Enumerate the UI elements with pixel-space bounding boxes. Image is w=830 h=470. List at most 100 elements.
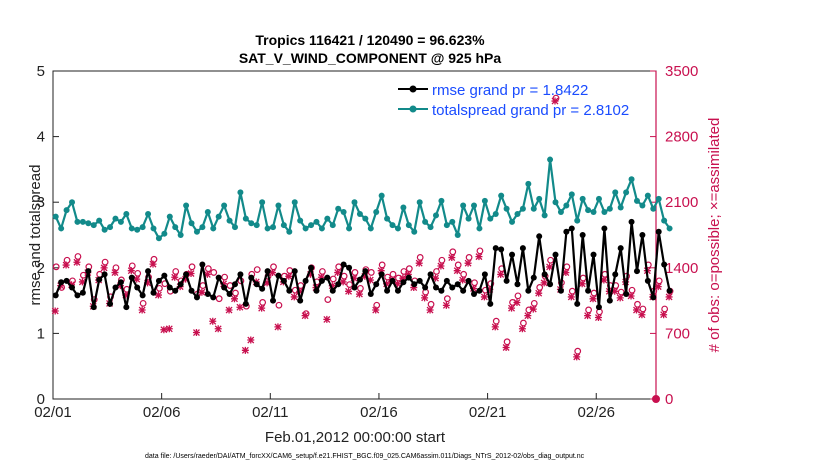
rmse-point [443,277,450,284]
totalspread-point [525,180,532,187]
obs-possible-marker [661,305,669,313]
rmse-point [541,271,548,278]
rmse-point [79,289,86,296]
obs-assimilated-marker [111,269,119,277]
totalspread-point [568,191,575,198]
rmse-point [253,281,260,288]
rmse-point [308,264,315,271]
totalspread-point [536,195,543,202]
obs-assimilated-marker [518,325,526,333]
rmse-point [465,277,472,284]
rmse-point [373,281,380,288]
obs-assimilated-marker [393,280,401,288]
obs-assimilated-marker [383,280,391,288]
obs-possible-marker [530,299,538,307]
rmse-point [210,294,217,301]
obs-possible-marker [52,263,60,271]
rmse-point [411,281,418,288]
x-tick-label: 02/01 [34,404,72,421]
rmse-point [552,251,559,258]
obs-assimilated-marker [154,291,162,299]
totalspread-point [471,202,478,209]
rmse-point [595,304,602,311]
obs-assimilated-marker [345,287,353,295]
rmse-point [204,291,211,298]
rmse-point [514,281,521,288]
rmse-point [367,291,374,298]
totalspread-point [438,197,445,204]
obs-assimilated-marker [584,312,592,320]
rmse-point [378,271,385,278]
obs-assimilated-marker [546,263,554,271]
obs-assimilated-marker [214,325,222,333]
obs-assimilated-marker [296,287,304,295]
rmse-point [666,287,673,294]
totalspread-point [324,215,331,222]
rmse-point [655,228,662,235]
totalspread-point [128,225,135,232]
obs-assimilated-marker [317,273,325,281]
obs-possible-marker [329,275,337,283]
obs-possible-marker [270,263,277,271]
rmse-point [449,284,456,291]
rmse-point [112,284,119,291]
chart-title: Tropics 116421 / 120490 = 96.623% [255,32,485,48]
rmse-point [384,287,391,294]
totalspread-point [481,197,488,204]
totalspread-point [297,217,304,224]
rmse-point [231,281,238,288]
obs-possible-marker [585,306,592,314]
rmse-point [612,271,619,278]
obs-assimilated-marker [475,253,483,261]
y-left-tick-label: 4 [37,129,45,146]
y-right-tick-label: 2800 [665,129,698,146]
obs-assimilated-marker [301,312,309,320]
rmse-point [101,271,108,278]
totalspread-point [183,202,190,209]
totalspread-point [530,205,537,212]
y-right-tick-label: 0 [665,391,673,408]
obs-assimilated-marker [513,299,521,307]
rmse-point [188,287,195,294]
obs-assimilated-marker [198,288,206,296]
obs-assimilated-marker [258,304,266,312]
y-left-tick-label: 0 [37,391,45,408]
obs-assimilated-marker [529,305,537,313]
totalspread-point [145,211,152,218]
obs-assimilated-marker [611,287,619,295]
obs-possible-marker [373,301,381,309]
obs-assimilated-marker [448,254,456,262]
rmse-point [487,300,494,307]
rmse-point [351,284,358,291]
rmse-point [74,292,81,299]
obs-assimilated-marker [491,323,499,331]
totalspread-point [373,209,380,216]
legend-rmse-marker [409,85,417,93]
totalspread-point [193,228,200,235]
rmse-point [302,277,309,284]
obs-assimilated-marker [285,272,293,280]
obs-assimilated-marker [171,273,179,281]
x-tick-label: 02/26 [577,404,615,421]
obs-assimilated-marker [73,258,81,266]
rmse-point [568,225,575,232]
totalspread-point [655,195,662,202]
rmse-point [574,300,581,307]
totalspread-point [52,213,59,220]
totalspread-point [498,192,505,199]
obs-possible-marker [139,299,147,307]
rmse-point [177,281,184,288]
obs-assimilated-marker [307,270,315,278]
obs-assimilated-marker [263,279,271,287]
obs-assimilated-marker [149,260,157,268]
rmse-point [155,277,162,284]
obs-possible-marker [574,347,582,355]
rmse-point [509,251,516,258]
obs-possible-marker [215,295,223,303]
obs-assimilated-marker [399,274,407,282]
rmse-point [394,287,401,294]
totalspread-point [286,228,293,235]
obs-assimilated-marker [328,282,336,290]
rmse-point [536,233,543,240]
